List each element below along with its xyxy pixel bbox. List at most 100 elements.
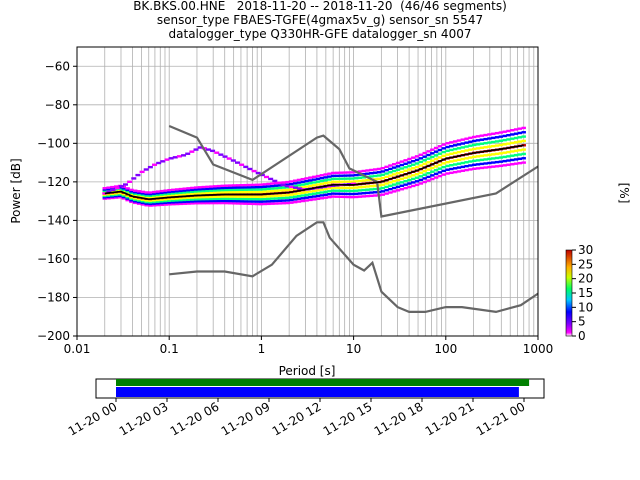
density-cell — [411, 156, 416, 159]
density-cell — [300, 180, 306, 184]
density-cell — [472, 147, 477, 151]
density-cell — [392, 173, 397, 176]
density-cell — [243, 165, 249, 169]
density-cell — [276, 181, 282, 185]
density-cell — [159, 200, 165, 203]
density-cell — [403, 176, 408, 179]
density-cell — [285, 188, 290, 192]
density-cell — [433, 176, 439, 179]
density-cell — [235, 186, 241, 189]
density-cell — [521, 131, 526, 134]
density-cell — [235, 197, 241, 201]
density-cell — [449, 164, 454, 167]
density-cell — [517, 140, 523, 143]
density-cell — [491, 161, 496, 164]
density-cell — [136, 199, 142, 202]
high-noise-model-line — [168, 124, 538, 218]
density-cell — [350, 174, 355, 177]
density-cell — [285, 201, 290, 205]
density-cell — [464, 161, 469, 164]
density-cell — [491, 144, 496, 148]
density-cell — [475, 147, 481, 150]
density-cell — [395, 161, 401, 165]
density-cell — [513, 162, 519, 165]
density-cell — [510, 150, 515, 153]
y-tick-label: −160 — [37, 252, 70, 266]
density-cell — [411, 163, 416, 166]
density-cell — [129, 199, 134, 202]
density-cell — [327, 181, 332, 184]
density-cell — [319, 197, 325, 200]
density-cell — [460, 157, 465, 161]
density-cell — [163, 191, 168, 194]
density-cell — [384, 168, 389, 172]
coverage-tick-label: 11-20 18 — [372, 399, 426, 438]
density-cell — [384, 165, 389, 169]
density-cell — [327, 178, 332, 181]
density-cell — [182, 198, 187, 202]
density-cell — [190, 186, 195, 190]
density-cell — [281, 189, 286, 192]
density-cell — [452, 167, 458, 170]
density-cell — [113, 196, 119, 199]
density-cell — [483, 133, 488, 137]
density-cell — [121, 188, 126, 191]
density-cell — [270, 199, 275, 203]
density-cell — [449, 152, 454, 155]
density-cell — [498, 131, 504, 134]
density-cell — [331, 186, 336, 189]
density-cell — [460, 165, 465, 169]
density-cell — [411, 177, 416, 181]
density-cell — [380, 173, 385, 176]
density-cell — [414, 162, 420, 165]
density-cell — [147, 165, 153, 169]
density-cell — [350, 186, 355, 190]
density-cell — [102, 196, 107, 199]
low-noise-model-line — [169, 221, 538, 314]
density-cell — [174, 201, 180, 204]
density-cell — [186, 196, 191, 200]
density-cell — [228, 199, 233, 203]
density-cell — [403, 162, 408, 165]
density-cell — [121, 187, 126, 190]
density-cell — [456, 162, 462, 165]
density-cell — [304, 190, 309, 194]
density-cell — [452, 151, 458, 155]
density-cell — [174, 193, 180, 197]
density-cell — [403, 169, 408, 172]
density-cell — [193, 186, 199, 189]
density-cell — [136, 200, 142, 204]
density-cell — [193, 200, 199, 203]
density-cell — [258, 188, 264, 191]
density-cell — [494, 144, 500, 147]
density-cell — [296, 181, 302, 184]
density-cell — [110, 189, 115, 193]
density-cell — [433, 146, 439, 150]
density-cell — [464, 137, 469, 140]
density-cell — [273, 184, 279, 187]
coverage-tick-label: 11-20 09 — [219, 399, 273, 438]
density-cell — [281, 202, 286, 205]
density-cell — [475, 139, 481, 142]
density-cell — [110, 196, 115, 200]
density-cell — [190, 188, 195, 192]
density-cell — [472, 155, 477, 159]
density-cell — [342, 171, 347, 174]
density-cell — [239, 190, 245, 194]
density-cell — [388, 174, 393, 177]
density-cell — [464, 149, 469, 152]
density-cell — [327, 175, 332, 178]
density-cell — [395, 182, 401, 185]
density-cell — [280, 183, 286, 187]
coverage-bar-blue — [116, 387, 519, 397]
density-cell — [338, 174, 344, 177]
density-cell — [338, 192, 344, 195]
density-cell — [300, 191, 306, 195]
density-cell — [468, 140, 473, 143]
density-cell — [232, 195, 237, 198]
density-cell — [144, 204, 149, 207]
density-cell — [133, 198, 138, 202]
density-cell — [106, 197, 111, 200]
density-cell — [330, 184, 336, 187]
density-cell — [472, 139, 477, 143]
